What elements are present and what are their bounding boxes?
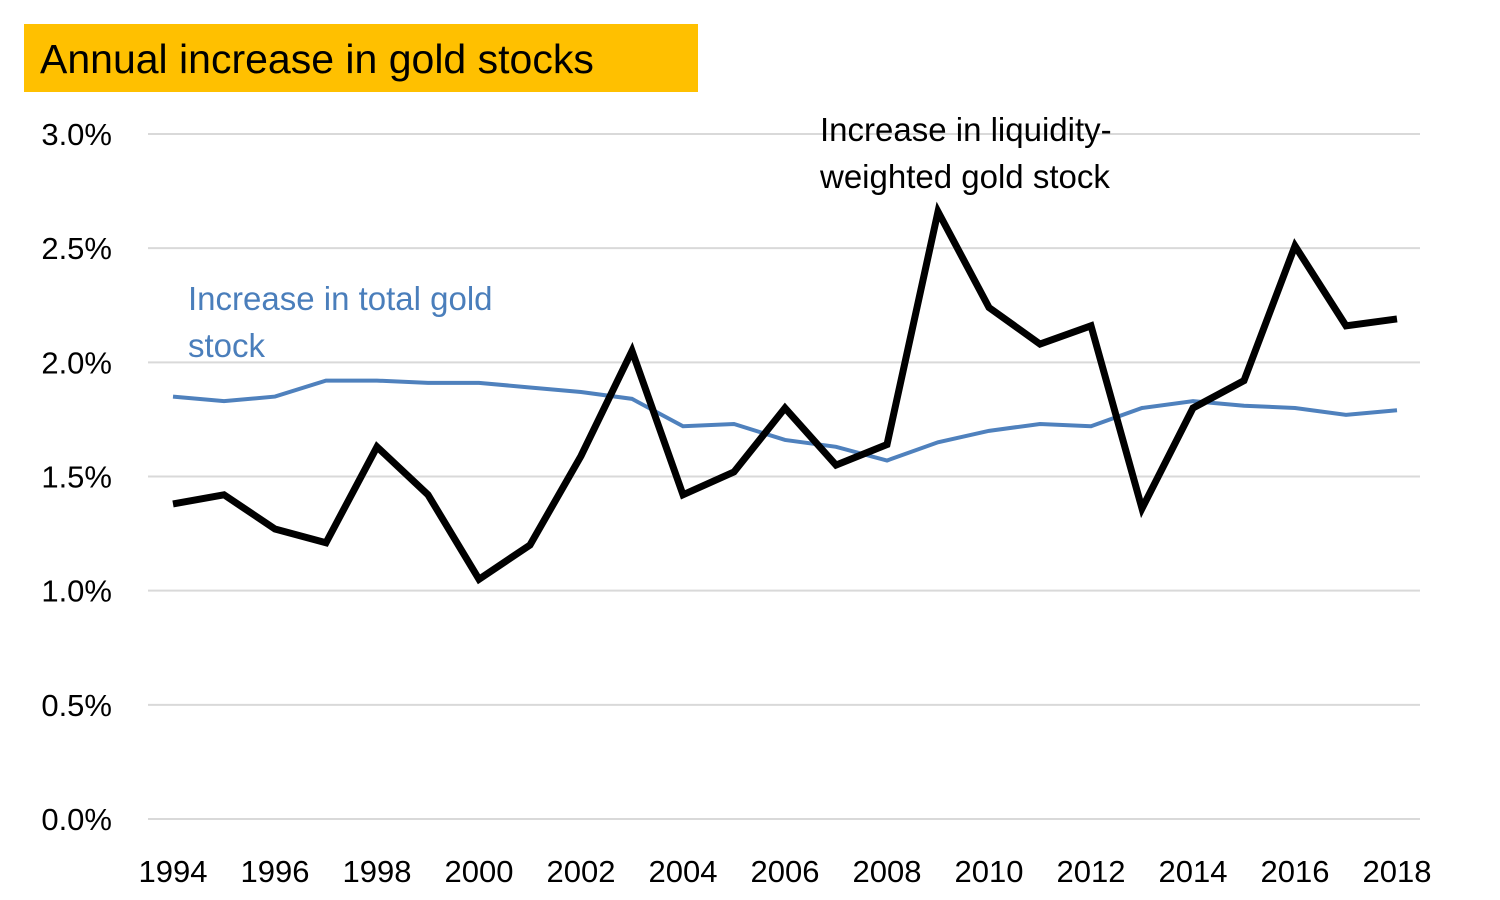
y-tick-label: 1.5% — [41, 460, 112, 495]
x-tick-label: 2012 — [1057, 854, 1126, 889]
x-tick-label: 1996 — [241, 854, 310, 889]
x-tick-label: 2018 — [1363, 854, 1432, 889]
series-label: Increase in liquidity- — [820, 111, 1112, 148]
y-tick-label: 2.0% — [41, 345, 112, 380]
x-tick-label: 2010 — [955, 854, 1024, 889]
series-line-total — [172, 378, 1398, 463]
x-tick-label: 2016 — [1261, 854, 1330, 889]
series-label: weighted gold stock — [819, 158, 1110, 195]
x-tick-label: 1994 — [139, 854, 208, 889]
x-tick-label: 2002 — [547, 854, 616, 889]
series-label: stock — [188, 327, 266, 364]
chart-title-box: Annual increase in gold stocks — [24, 24, 698, 92]
x-tick-label: 1998 — [343, 854, 412, 889]
x-tick-label: 2000 — [445, 854, 514, 889]
y-tick-label: 0.0% — [41, 802, 112, 837]
x-tick-label: 2014 — [1159, 854, 1228, 889]
x-tick-label: 2004 — [649, 854, 718, 889]
y-tick-label: 0.5% — [41, 688, 112, 723]
series-line-liquidity-weighted — [172, 201, 1398, 585]
y-tick-label: 2.5% — [41, 231, 112, 266]
y-tick-label: 3.0% — [41, 117, 112, 152]
x-tick-label: 2006 — [751, 854, 820, 889]
chart-title: Annual increase in gold stocks — [40, 36, 594, 82]
x-tick-label: 2008 — [853, 854, 922, 889]
y-tick-label: 1.0% — [41, 574, 112, 609]
series-label: Increase in total gold — [188, 280, 493, 317]
